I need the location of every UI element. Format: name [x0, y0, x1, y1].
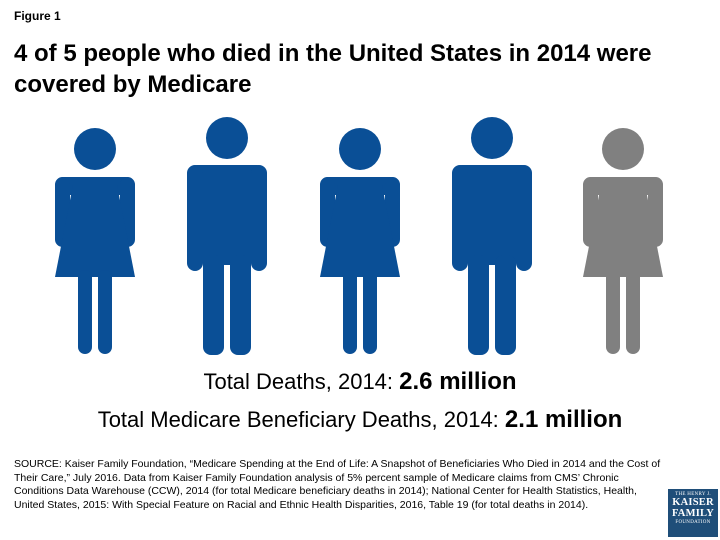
chart-title: 4 of 5 people who died in the United Sta…: [14, 40, 652, 98]
pictograph: [55, 117, 663, 355]
total-deaths-stat: Total Deaths, 2014: 2.6 million: [0, 368, 720, 396]
covered-male-figure-4: [452, 117, 532, 355]
covered-male-figure-2: [187, 117, 267, 355]
medicare-deaths-value: 2.1 million: [504, 406, 623, 433]
logo-line-3: FOUNDATION: [675, 520, 711, 525]
total-deaths-value: 2.6 million: [399, 368, 517, 395]
covered-female-figure-1: [55, 128, 135, 354]
medicare-deaths-label: Total Medicare Beneficiary Deaths, 2014:: [97, 407, 499, 432]
not-covered-female-figure-5: [583, 128, 663, 354]
kff-logo: THE HENRY J. KAISER FAMILY FOUNDATION: [668, 489, 718, 537]
medicare-deaths-stat: Total Medicare Beneficiary Deaths, 2014:…: [0, 406, 720, 434]
logo-line-1: THE HENRY J.: [675, 492, 711, 497]
total-deaths-label: Total Deaths, 2014:: [203, 369, 394, 394]
figure-label: Figure 1: [14, 9, 61, 23]
logo-line-2b: FAMILY: [671, 508, 715, 519]
source-note: SOURCE: Kaiser Family Foundation, “Medic…: [14, 458, 661, 511]
covered-female-figure-3: [320, 128, 400, 354]
logo-line-2a: KAISER: [672, 497, 714, 508]
